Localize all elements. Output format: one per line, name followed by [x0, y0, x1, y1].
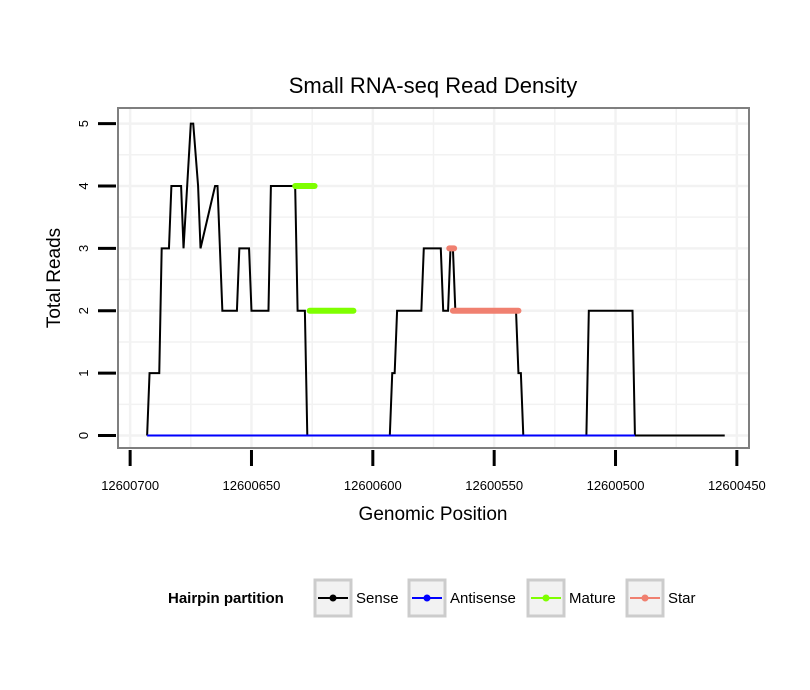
- y-tick-label: 5: [76, 120, 91, 127]
- y-tick-label: 3: [76, 245, 91, 252]
- x-tick-label: 12600600: [344, 478, 402, 493]
- legend-label-antisense: Antisense: [450, 590, 516, 607]
- legend-item-antisense: Antisense: [407, 578, 516, 618]
- legend-item-star: Star: [625, 578, 696, 618]
- y-tick-label: 0: [76, 432, 91, 439]
- x-tick-label: 12600500: [587, 478, 645, 493]
- legend-label-mature: Mature: [569, 590, 616, 607]
- chart-title: Small RNA-seq Read Density: [289, 73, 578, 98]
- y-axis: 0 1 2 3 4 5: [76, 120, 116, 439]
- y-tick-label: 1: [76, 370, 91, 377]
- legend: Hairpin partition Sense Antisense Mature St…: [168, 578, 696, 618]
- legend-swatch-dot: [423, 594, 431, 602]
- legend-item-mature: Mature: [526, 578, 616, 618]
- legend-swatch-dot: [329, 594, 337, 602]
- y-tick-label: 4: [76, 182, 91, 189]
- x-axis-label: Genomic Position: [359, 504, 508, 525]
- y-tick-label: 2: [76, 307, 91, 314]
- x-tick-label: 12600650: [223, 478, 281, 493]
- legend-swatch-dot: [641, 594, 649, 602]
- x-tick-label: 12600450: [708, 478, 766, 493]
- legend-swatch-dot: [542, 594, 550, 602]
- legend-title: Hairpin partition: [168, 590, 284, 607]
- series-layer: [146, 122, 725, 437]
- legend-label-star: Star: [668, 590, 696, 607]
- x-tick-label: 12600700: [101, 478, 159, 493]
- legend-item-sense: Sense: [313, 578, 399, 618]
- y-axis-label: Total Reads: [44, 228, 65, 328]
- x-tick-label: 12600550: [465, 478, 523, 493]
- x-axis: 12600700 12600650 12600600 12600550 12600500…: [101, 450, 766, 493]
- legend-label-sense: Sense: [356, 590, 399, 607]
